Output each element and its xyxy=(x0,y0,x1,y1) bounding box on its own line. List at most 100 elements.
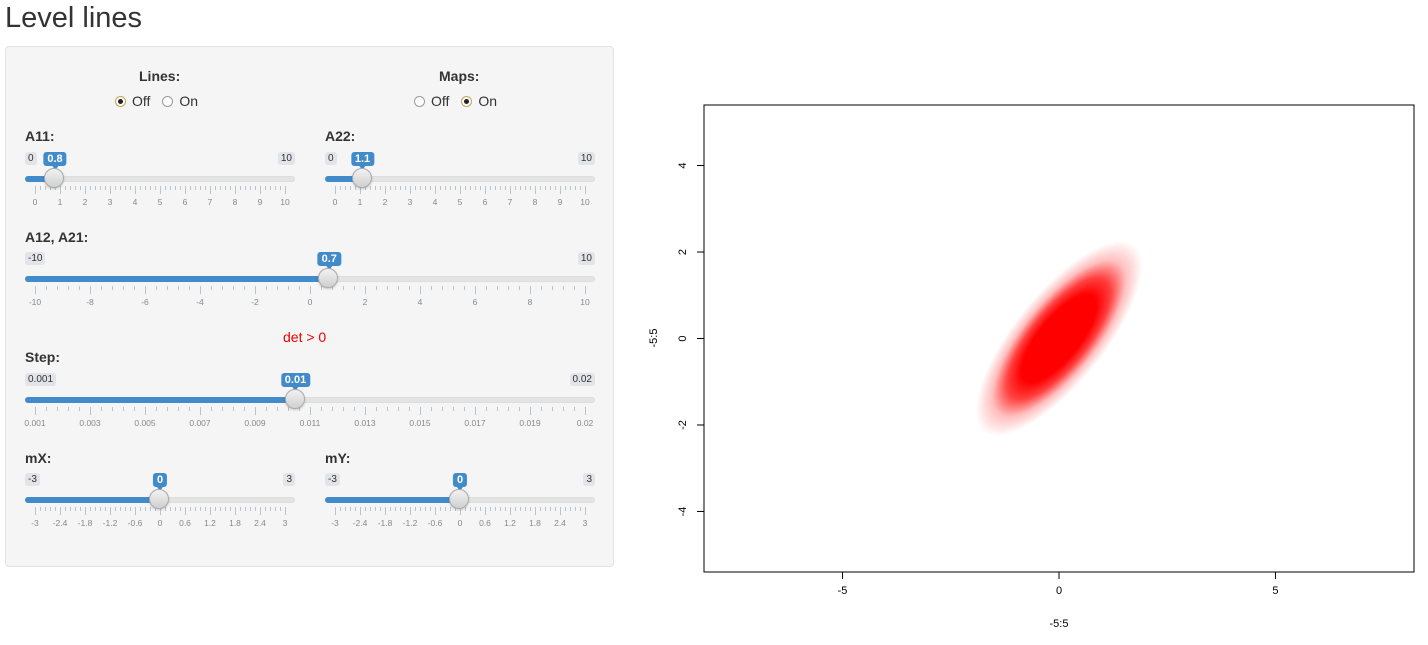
my-slider[interactable]: -3 3 0 -3 -2.4 -1.8 -1.2 -0.6 0 0.6 1.2 1.8 2.4 3 xyxy=(325,473,595,533)
slider-minor-tick xyxy=(155,507,156,511)
slider-minor-tick xyxy=(145,186,146,190)
slider-minor-tick xyxy=(440,507,441,511)
slider-minor-tick xyxy=(190,507,191,511)
slider-handle[interactable] xyxy=(44,168,64,188)
a11-label: A11: xyxy=(25,128,55,144)
slider-minor-tick xyxy=(140,186,141,190)
slider-minor-tick xyxy=(90,186,91,190)
slider-minor-tick xyxy=(200,507,201,511)
slider-handle[interactable] xyxy=(449,489,469,509)
slider-minor-tick xyxy=(525,507,526,511)
slider-tick-label: 6 xyxy=(472,297,478,307)
slider-tick-label: -4 xyxy=(196,297,204,307)
slider-minor-tick xyxy=(370,186,371,190)
slider-minor-tick xyxy=(80,186,81,190)
slider-major-tick xyxy=(85,186,86,194)
slider-tick-label: 7 xyxy=(507,197,513,207)
y-axis-tick-label: 0 xyxy=(677,335,689,341)
a12-slider[interactable]: -10 10 0.7 -10 -8 -6 -4 -2 0 2 4 6 8 10 xyxy=(25,252,595,312)
my-label: mY: xyxy=(325,450,351,466)
slider-track[interactable] xyxy=(25,176,295,182)
slider-minor-tick xyxy=(545,507,546,511)
slider-minor-tick xyxy=(288,407,289,411)
slider-minor-tick xyxy=(178,407,179,411)
slider-tick-label: 1.2 xyxy=(504,518,516,528)
maps-option-off-label: Off xyxy=(431,93,450,109)
slider-minor-tick xyxy=(453,286,454,290)
slider-minor-tick xyxy=(100,186,101,190)
slider-minor-tick xyxy=(170,507,171,511)
slider-fill xyxy=(25,276,330,282)
radio-unselected-icon[interactable] xyxy=(162,95,174,107)
mx-slider[interactable]: -3 3 0 -3 -2.4 -1.8 -1.2 -0.6 0 0.6 1.2 1.8 2.4 3 xyxy=(25,473,295,533)
slider-minor-tick xyxy=(79,286,80,290)
slider-minor-tick xyxy=(470,186,471,190)
slider-major-tick xyxy=(510,507,511,515)
radio-selected-icon[interactable] xyxy=(461,95,473,107)
slider-minor-tick xyxy=(355,186,356,190)
lines-option-on[interactable]: On xyxy=(162,93,198,109)
step-slider[interactable]: 0.001 0.02 0.01 0.001 0.003 0.005 0.007 0.009 0.… xyxy=(24,373,595,433)
slider-minor-tick xyxy=(376,407,377,411)
slider-handle[interactable] xyxy=(284,389,305,409)
slider-minor-tick xyxy=(175,507,176,511)
slider-handle[interactable] xyxy=(318,268,339,288)
slider-minor-tick xyxy=(486,286,487,290)
slider-minor-tick xyxy=(500,507,501,511)
slider-major-tick xyxy=(360,186,361,194)
slider-handle[interactable] xyxy=(351,168,372,188)
slider-fill xyxy=(25,176,55,182)
slider-minor-tick xyxy=(343,407,344,411)
slider-major-tick xyxy=(475,286,476,294)
slider-tick-label: 1 xyxy=(357,197,363,207)
slider-minor-tick xyxy=(90,507,91,511)
slider-minor-tick xyxy=(580,186,581,190)
slider-minor-tick xyxy=(552,407,553,411)
slider-minor-tick xyxy=(400,507,401,511)
lines-option-off[interactable]: Off xyxy=(115,93,150,109)
slider-minor-tick xyxy=(245,186,246,190)
slider-minor-tick xyxy=(515,507,516,511)
slider-minor-tick xyxy=(101,407,102,411)
lines-option-off-label: Off xyxy=(132,93,151,109)
slider-max-label: 10 xyxy=(577,252,595,265)
slider-ticks: -3 -2.4 -1.8 -1.2 -0.6 0 0.6 1.2 1.8 2.4 3 xyxy=(25,507,295,528)
slider-minor-tick xyxy=(430,186,431,190)
slider-tick-label: 10 xyxy=(280,197,290,207)
slider-minor-tick xyxy=(405,507,406,511)
slider-tick-label: -2.4 xyxy=(352,518,368,528)
a22-slider[interactable]: 0 10 1.1 0 1 2 3 4 5 6 7 8 9 10 xyxy=(325,152,595,212)
slider-ticks: -3 -2.4 -1.8 -1.2 -0.6 0 0.6 1.2 1.8 2.4 3 xyxy=(325,507,595,528)
slider-minor-tick xyxy=(390,186,391,190)
slider-fill xyxy=(25,497,160,503)
slider-minor-tick xyxy=(545,186,546,190)
a22-label: A22: xyxy=(325,128,356,144)
slider-minor-tick xyxy=(530,186,531,190)
slider-major-tick xyxy=(285,507,286,515)
slider-minor-tick xyxy=(430,507,431,511)
radio-selected-icon[interactable] xyxy=(115,95,126,107)
slider-minor-tick xyxy=(189,286,190,290)
slider-minor-tick xyxy=(112,407,113,411)
radio-unselected-icon[interactable] xyxy=(414,95,425,107)
slider-minor-tick xyxy=(270,186,271,190)
slider-major-tick xyxy=(145,407,146,415)
slider-minor-tick xyxy=(495,507,496,511)
slider-minor-tick xyxy=(265,507,266,511)
slider-tick-label: 5 xyxy=(457,197,463,207)
slider-tick-label: 1.8 xyxy=(229,518,241,528)
slider-tick-label: -3 xyxy=(331,518,339,528)
slider-handle[interactable] xyxy=(149,489,169,509)
slider-tick-label: 0 xyxy=(457,518,463,528)
slider-major-tick xyxy=(530,286,531,294)
a11-slider[interactable]: 0 10 0.8 0 1 2 3 4 5 6 7 8 9 10 xyxy=(25,152,295,212)
slider-major-tick xyxy=(110,186,111,194)
slider-tick-label: 4 xyxy=(432,197,438,207)
maps-option-off[interactable]: Off xyxy=(414,93,449,109)
plot-svg: -5 0 5 4 2 0 -2 -4 -5:5 -5:5 xyxy=(648,104,1415,630)
maps-option-on[interactable]: On xyxy=(461,93,497,109)
slider-tick-label: 2 xyxy=(82,197,88,207)
slider-major-tick xyxy=(585,286,586,294)
slider-tick-label: 1.2 xyxy=(204,518,216,528)
slider-minor-tick xyxy=(375,186,376,190)
